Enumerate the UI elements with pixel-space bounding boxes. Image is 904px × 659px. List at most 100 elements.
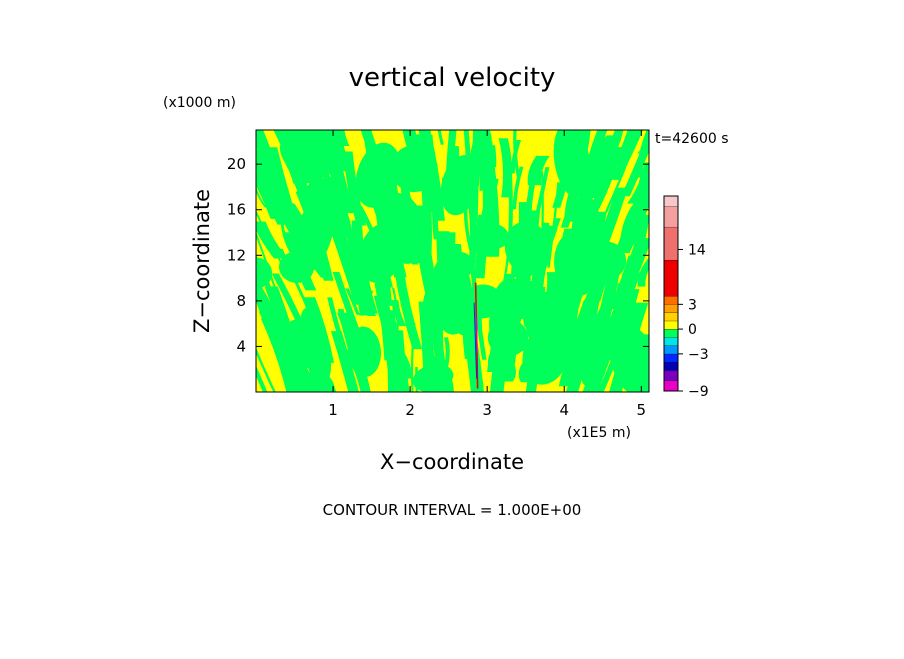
contour-patch xyxy=(337,130,350,146)
colorbar-segment xyxy=(664,353,678,363)
contour-patch xyxy=(297,371,335,392)
contour-patch xyxy=(480,223,509,249)
x-axis: 1 2 3 4 5 xyxy=(328,130,646,419)
y-axis: 4 8 12 16 20 xyxy=(227,155,649,355)
contour-patch xyxy=(256,185,267,208)
contour-patch xyxy=(347,326,382,377)
contour-patch xyxy=(256,365,268,392)
y-tick-label: 20 xyxy=(227,155,246,173)
chart-title: vertical velocity xyxy=(349,63,556,93)
x-unit-label: (x1E5 m) xyxy=(567,425,631,441)
contour-patch xyxy=(359,223,403,284)
x-tick-label: 2 xyxy=(405,401,415,419)
contour-patch xyxy=(587,348,611,392)
contour-patch xyxy=(621,130,649,197)
contour-patch xyxy=(592,147,623,209)
colorbar-segment xyxy=(664,329,678,338)
contour-patch xyxy=(437,130,444,145)
contour-patch xyxy=(441,337,450,376)
y-tick-label: 16 xyxy=(227,201,246,219)
colorbar-frame xyxy=(663,195,679,392)
y-tick-label: 8 xyxy=(236,292,246,310)
plot-frame xyxy=(255,129,650,393)
contour-patch xyxy=(512,166,524,210)
contour-patch xyxy=(256,160,292,223)
y-axis-title: Z−coordinate xyxy=(190,189,214,333)
contour-patch xyxy=(256,130,281,181)
contour-patch xyxy=(330,331,359,392)
colorbar-segment xyxy=(664,345,678,354)
contour-patch xyxy=(610,324,649,392)
plot-area xyxy=(255,129,650,393)
contour-patch xyxy=(355,142,401,208)
updraft-column xyxy=(473,282,479,389)
contour-patch xyxy=(373,295,406,358)
x-axis-title: X−coordinate xyxy=(380,450,524,474)
contour-patch xyxy=(390,145,438,193)
contour-patch xyxy=(282,130,331,184)
time-label: t=42600 s xyxy=(655,131,729,147)
contour-patch xyxy=(256,221,288,259)
contour-patch xyxy=(554,231,599,297)
contour-field xyxy=(256,130,649,392)
colorbar: 14 3 0 −3 −9 xyxy=(663,195,709,400)
contour-patch xyxy=(620,199,646,252)
x-tick-label: 5 xyxy=(637,401,647,419)
contour-patch xyxy=(440,155,480,216)
contour-patch xyxy=(463,200,477,263)
contour-patch xyxy=(513,130,521,178)
contour-patch xyxy=(345,288,360,315)
x-tick-label: 3 xyxy=(482,401,492,419)
contour-patch xyxy=(391,300,407,327)
contour-patch xyxy=(637,257,649,287)
contour-patch xyxy=(462,284,503,319)
colorbar-segment xyxy=(664,259,678,297)
contour-patch xyxy=(553,130,591,198)
contour-patch xyxy=(493,278,528,323)
contour-patch xyxy=(525,175,538,233)
colorbar-label: 3 xyxy=(688,297,697,313)
colorbar-segment xyxy=(664,362,678,371)
x-tick-label: 4 xyxy=(559,401,569,419)
contour-patch xyxy=(260,318,295,392)
colorbar-segment xyxy=(664,296,678,305)
colorbar-label: −3 xyxy=(688,347,709,363)
downdraft-line xyxy=(473,302,478,379)
colorbar-label: −9 xyxy=(688,384,709,400)
colorbar-segment xyxy=(664,196,678,207)
contour-patch xyxy=(300,307,332,382)
contour-patch xyxy=(279,251,314,284)
contour-patch xyxy=(589,272,610,326)
contour-patch xyxy=(596,157,631,231)
contour-patch xyxy=(487,346,505,373)
colorbar-segment xyxy=(664,206,678,227)
y-unit-label: (x1000 m) xyxy=(163,95,236,111)
contour-patch xyxy=(256,257,273,289)
contour-patch xyxy=(504,221,552,276)
colorbar-segment xyxy=(664,337,678,346)
contour-patch xyxy=(524,291,577,365)
colorbar-segment xyxy=(664,304,678,313)
strong-updraft-line xyxy=(476,317,478,353)
contour-patch xyxy=(270,329,300,392)
contour-patch xyxy=(598,311,625,343)
contour-patch xyxy=(584,135,619,199)
colorbar-segment xyxy=(664,370,678,381)
contour-patch xyxy=(600,312,612,331)
contour-patch xyxy=(412,364,454,392)
contour-patch xyxy=(627,162,649,204)
contour-patch xyxy=(497,249,510,308)
contour-interval-note: CONTOUR INTERVAL = 1.000E+00 xyxy=(323,501,582,519)
colorbar-label: 0 xyxy=(688,322,697,338)
colorbar-segment xyxy=(664,226,678,260)
colorbar-segment xyxy=(664,380,678,391)
x-tick-label: 1 xyxy=(328,401,338,419)
colorbar-segment xyxy=(664,320,678,330)
y-tick-label: 12 xyxy=(227,246,246,264)
contour-patch xyxy=(393,266,422,350)
contour-patch xyxy=(327,297,345,342)
contour-patch xyxy=(280,220,293,253)
contour-patch xyxy=(568,333,587,392)
colorbar-label: 14 xyxy=(688,242,706,258)
